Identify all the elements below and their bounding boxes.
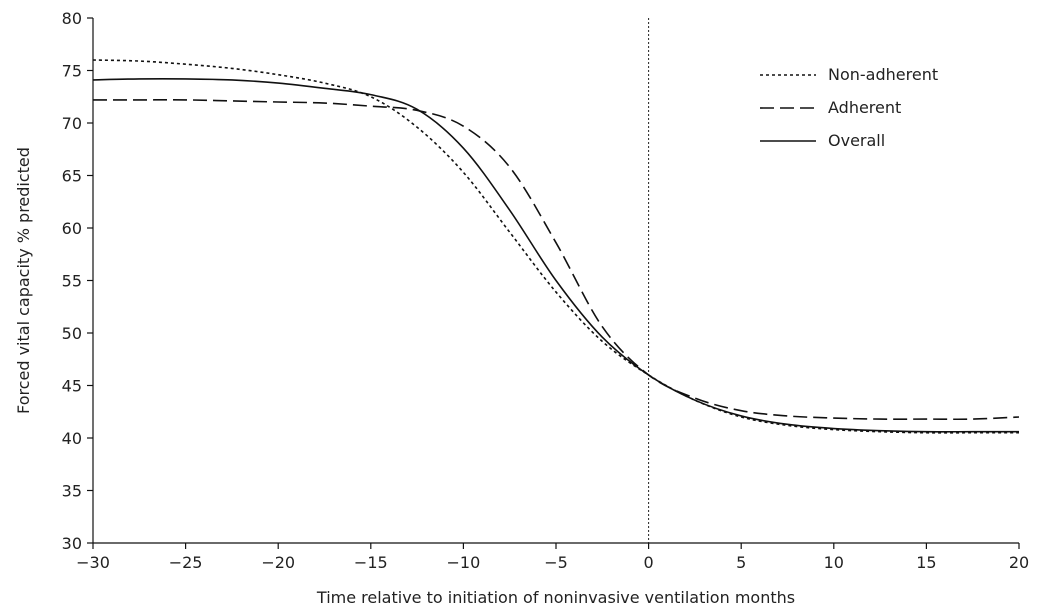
- y-axis-title: Forced vital capacity % predicted: [14, 147, 33, 414]
- legend-label: Adherent: [828, 98, 901, 117]
- x-tick-label: −15: [354, 553, 388, 572]
- y-tick-label: 50: [62, 324, 82, 343]
- series-line-non-adherent: [92, 59, 1019, 434]
- x-axis-title: Time relative to initiation of noninvasi…: [316, 588, 795, 607]
- y-tick-label: 40: [62, 429, 82, 448]
- x-tick-label: −25: [169, 553, 203, 572]
- x-tick-label: −10: [447, 553, 481, 572]
- series-layer: [92, 59, 1020, 434]
- y-tick-label: 30: [62, 534, 82, 553]
- y-tick-label: 80: [62, 9, 82, 28]
- x-tick-label: −5: [544, 553, 568, 572]
- y-tick-label: 75: [62, 62, 82, 81]
- y-tick-label: 65: [62, 167, 82, 186]
- x-tick-label: 0: [644, 553, 654, 572]
- series-line-adherent: [93, 99, 1020, 421]
- y-tick-label: 70: [62, 114, 82, 133]
- series-line-overall: [92, 77, 1019, 433]
- legend-label: Overall: [828, 131, 885, 150]
- x-tick-label: 10: [824, 553, 844, 572]
- x-tick-label: 5: [736, 553, 746, 572]
- y-tick-label: 35: [62, 482, 82, 501]
- legend-label: Non-adherent: [828, 65, 938, 84]
- x-tick-label: 20: [1009, 553, 1029, 572]
- x-tick-label: −30: [76, 553, 110, 572]
- y-tick-label: 45: [62, 377, 82, 396]
- y-tick-label: 55: [62, 272, 82, 291]
- y-tick-label: 60: [62, 219, 82, 238]
- x-tick-label: −20: [261, 553, 295, 572]
- axes: −30 −25 −20 −15 −10 −5 0 5 10 15 20 30 35 40 45 50 55 60 6…: [62, 9, 1030, 572]
- x-tick-label: 15: [916, 553, 936, 572]
- legend: Non-adherent Adherent Overall: [760, 65, 938, 150]
